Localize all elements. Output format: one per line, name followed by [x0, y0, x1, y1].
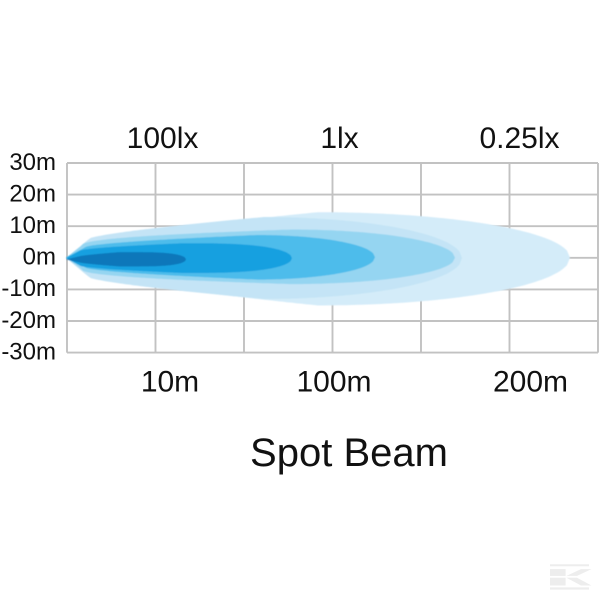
svg-text:200m: 200m — [493, 366, 568, 399]
svg-text:10m: 10m — [141, 366, 199, 399]
svg-text:10m: 10m — [9, 212, 56, 239]
svg-text:1lx: 1lx — [320, 122, 358, 155]
svg-text:-30m: -30m — [1, 338, 56, 365]
svg-text:100m: 100m — [296, 366, 371, 399]
svg-text:Spot Beam: Spot Beam — [250, 431, 448, 475]
svg-text:0m: 0m — [23, 244, 56, 271]
svg-text:20m: 20m — [9, 180, 56, 207]
svg-text:-10m: -10m — [1, 275, 56, 302]
svg-text:0.25lx: 0.25lx — [479, 122, 559, 155]
svg-text:100lx: 100lx — [127, 122, 199, 155]
svg-text:-20m: -20m — [1, 307, 56, 334]
svg-text:30m: 30m — [9, 149, 56, 176]
